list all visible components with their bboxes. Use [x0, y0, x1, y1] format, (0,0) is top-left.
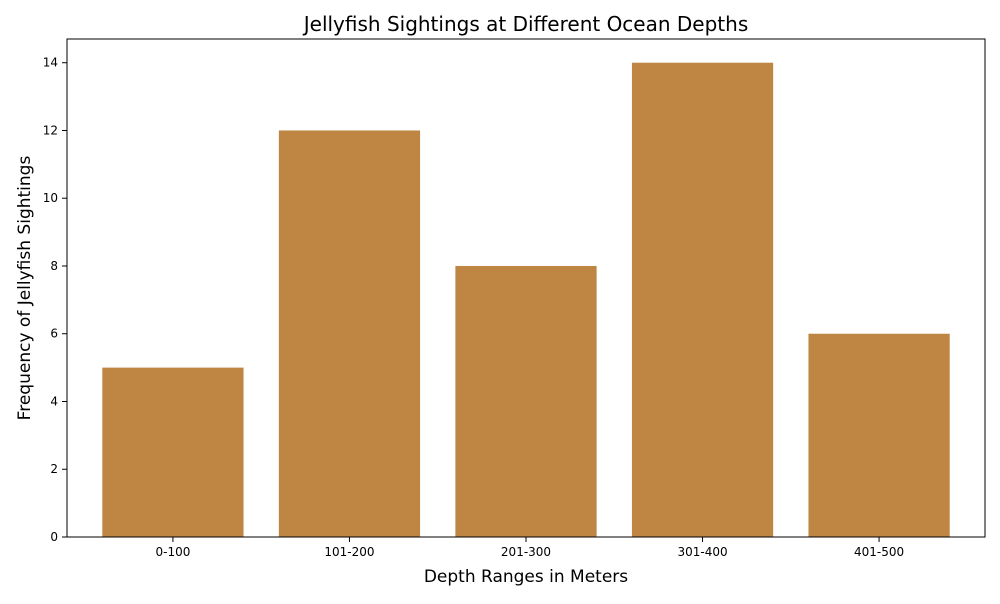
x-tick-label: 0-100 [155, 545, 190, 559]
plot-area: 0 2 4 6 8 10 12 14 0-100 101-200 201-300 301-400 401… [43, 38, 986, 559]
y-tick-label: 0 [50, 530, 58, 544]
x-tick-label: 101-200 [324, 545, 374, 559]
y-tick-label: 4 [50, 394, 58, 408]
axes-frame [66, 38, 986, 538]
bar-0-100 [102, 367, 244, 537]
y-tick-label: 2 [50, 462, 58, 476]
bar-401-500 [808, 333, 950, 537]
x-tick-label: 401-500 [854, 545, 904, 559]
y-tick-label: 10 [43, 191, 58, 205]
chart-title: Jellyfish Sightings at Different Ocean D… [302, 12, 749, 36]
x-tick-label: 201-300 [501, 545, 551, 559]
y-tick-label: 14 [43, 56, 58, 70]
bar-201-300 [455, 265, 597, 537]
x-tick-label: 301-400 [677, 545, 727, 559]
y-tick-label: 12 [43, 123, 58, 137]
y-tick-label: 6 [50, 327, 58, 341]
y-tick-label: 8 [50, 259, 58, 273]
x-axis-label: Depth Ranges in Meters [424, 567, 628, 587]
y-axis-label: Frequency of Jellyfish Sightings [15, 156, 35, 421]
bar-101-200 [278, 130, 421, 537]
bar-301-400 [631, 62, 774, 537]
